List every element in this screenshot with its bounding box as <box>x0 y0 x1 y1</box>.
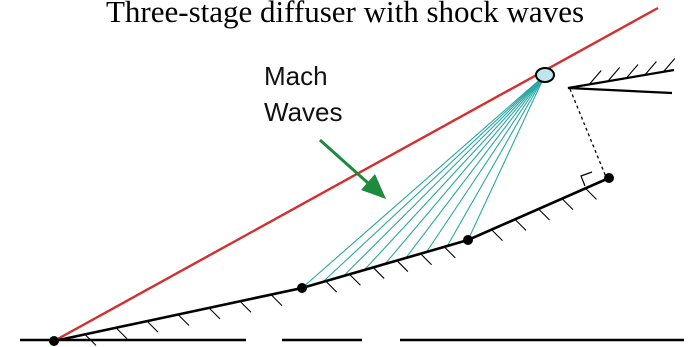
ramp-hatch-mark <box>177 314 190 326</box>
mach-wave-line <box>384 74 546 265</box>
diagram-title: Three-stage diffuser with shock waves <box>106 0 584 29</box>
mach-wave-line <box>467 74 546 241</box>
cowl-lip <box>567 58 676 95</box>
mach-wave-line <box>446 74 546 247</box>
mach-waves-label-line2: Waves <box>264 97 343 127</box>
cowl-hatch-mark <box>662 58 676 73</box>
mach-wave-line <box>322 74 546 283</box>
first-corner-point <box>297 283 307 293</box>
ramp-hatch-mark <box>239 300 252 313</box>
arrow-head <box>361 174 386 199</box>
ramp-hatch-mark <box>270 294 283 307</box>
throat-normal-marker <box>569 88 607 187</box>
cowl-surface <box>567 68 675 95</box>
ramp-hatch-mark <box>491 229 503 242</box>
second-corner-point <box>463 235 473 245</box>
ramp-hatch-mark <box>396 260 409 272</box>
mach-wave-line <box>405 74 546 259</box>
cowl-hatch-mark <box>643 61 657 76</box>
cowl-hatch-mark <box>588 70 602 85</box>
ramp-hatch-mark <box>443 246 456 259</box>
mach-wave-line <box>363 74 546 271</box>
cowl-hatching <box>588 58 676 85</box>
leading-edge-point <box>49 336 59 346</box>
mach-wave-fan <box>301 74 546 289</box>
mach-focus-point <box>535 67 555 83</box>
ramp-wall <box>53 176 610 346</box>
mach-wave-line <box>301 74 546 289</box>
corner-points <box>49 173 614 346</box>
throat-dotted-line <box>569 88 607 178</box>
mach-wave-line <box>426 74 546 253</box>
ramp-surface <box>53 176 610 343</box>
arrow-shaft <box>318 138 370 185</box>
third-corner-point <box>604 173 614 183</box>
right-angle-symbol <box>580 171 593 187</box>
ramp-hatch-mark <box>514 218 527 231</box>
ramp-hatch-mark <box>585 187 597 200</box>
ramp-hatch-mark <box>538 208 550 221</box>
ramp-hatch-mark <box>146 320 159 333</box>
ramp-hatch-mark <box>561 198 574 211</box>
ramp-hatch-mark <box>208 307 221 320</box>
ramp-hatch-mark <box>349 273 361 286</box>
ramp-hatch-mark <box>420 253 432 266</box>
cowl-hatch-mark <box>607 67 621 82</box>
ramp-hatching <box>84 187 597 346</box>
oblique-shock-line <box>53 6 659 343</box>
ramp-hatch-mark <box>115 327 128 340</box>
ramp-hatch-mark <box>84 333 97 346</box>
ramp-hatch-mark <box>372 267 385 279</box>
arrow-icon <box>318 138 386 199</box>
ramp-hatch-mark <box>325 280 338 293</box>
cowl-hatch-mark <box>625 64 639 79</box>
mach-wave-line <box>343 74 546 277</box>
mach-waves-label-line1: Mach <box>264 61 328 91</box>
